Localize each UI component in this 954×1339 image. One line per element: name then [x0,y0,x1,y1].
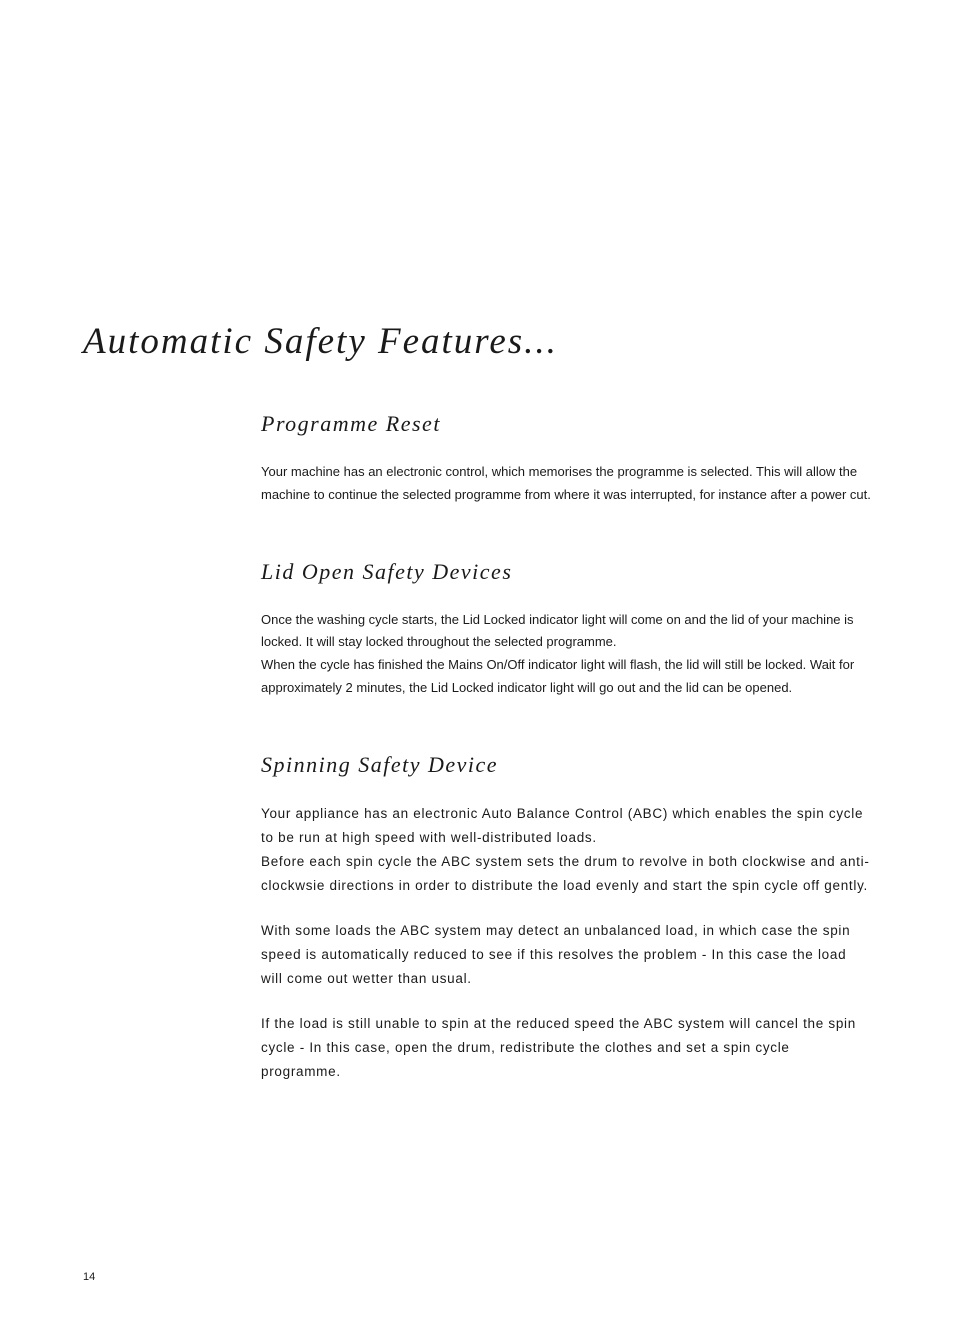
body-text: If the load is still unable to spin at t… [261,1012,871,1085]
body-text: Your machine has an electronic control, … [261,461,871,507]
page-content: Automatic Safety Features... Programme R… [0,0,954,1084]
section-spinning: Spinning Safety Device Your appliance ha… [261,752,871,1085]
section-title-programme-reset: Programme Reset [261,411,871,437]
body-text: Your appliance has an electronic Auto Ba… [261,802,871,851]
body-text: Before each spin cycle the ABC system se… [261,850,871,899]
page-number: 14 [83,1271,95,1283]
body-text: When the cycle has finished the Mains On… [261,654,871,700]
body-text: With some loads the ABC system may detec… [261,919,871,992]
page-title: Automatic Safety Features... [83,320,871,363]
section-programme-reset: Programme Reset Your machine has an elec… [261,411,871,507]
body-text: Once the washing cycle starts, the Lid L… [261,609,871,655]
section-title-spinning: Spinning Safety Device [261,752,871,778]
section-lid-open: Lid Open Safety Devices Once the washing… [261,559,871,700]
section-title-lid-open: Lid Open Safety Devices [261,559,871,585]
